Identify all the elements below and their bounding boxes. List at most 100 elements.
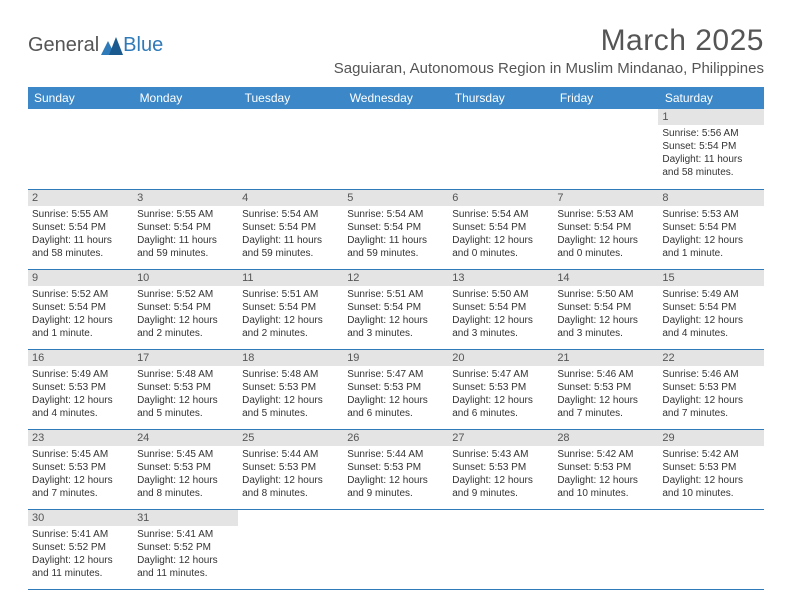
calendar-row: ......1Sunrise: 5:56 AMSunset: 5:54 PMDa… <box>28 109 764 189</box>
calendar-cell: . <box>553 509 658 589</box>
sunset-text: Sunset: 5:54 PM <box>557 221 654 234</box>
calendar-cell: 30Sunrise: 5:41 AMSunset: 5:52 PMDayligh… <box>28 509 133 589</box>
calendar-cell: . <box>133 109 238 189</box>
daylight-text: and 0 minutes. <box>452 247 549 260</box>
day-number: 10 <box>133 270 238 286</box>
month-title: March 2025 <box>334 24 764 58</box>
day-details: Sunrise: 5:54 AMSunset: 5:54 PMDaylight:… <box>448 206 553 264</box>
day-details: Sunrise: 5:46 AMSunset: 5:53 PMDaylight:… <box>553 366 658 424</box>
calendar-cell: 24Sunrise: 5:45 AMSunset: 5:53 PMDayligh… <box>133 429 238 509</box>
daylight-text: Daylight: 12 hours <box>557 314 654 327</box>
sunrise-text: Sunrise: 5:50 AM <box>557 288 654 301</box>
sunrise-text: Sunrise: 5:44 AM <box>347 448 444 461</box>
daylight-text: Daylight: 12 hours <box>452 394 549 407</box>
sunset-text: Sunset: 5:53 PM <box>557 461 654 474</box>
calendar-cell: 19Sunrise: 5:47 AMSunset: 5:53 PMDayligh… <box>343 349 448 429</box>
calendar-cell: 14Sunrise: 5:50 AMSunset: 5:54 PMDayligh… <box>553 269 658 349</box>
sunset-text: Sunset: 5:53 PM <box>662 461 759 474</box>
day-number: 8 <box>658 190 763 206</box>
day-details: Sunrise: 5:56 AMSunset: 5:54 PMDaylight:… <box>658 125 763 183</box>
calendar-cell: 16Sunrise: 5:49 AMSunset: 5:53 PMDayligh… <box>28 349 133 429</box>
sunrise-text: Sunrise: 5:47 AM <box>347 368 444 381</box>
day-details: Sunrise: 5:51 AMSunset: 5:54 PMDaylight:… <box>238 286 343 344</box>
weekday-header: Sunday <box>28 87 133 109</box>
daylight-text: and 59 minutes. <box>347 247 444 260</box>
sunset-text: Sunset: 5:54 PM <box>452 301 549 314</box>
day-number: 28 <box>553 430 658 446</box>
day-details: Sunrise: 5:44 AMSunset: 5:53 PMDaylight:… <box>238 446 343 504</box>
weekday-header: Wednesday <box>343 87 448 109</box>
calendar-cell: . <box>448 509 553 589</box>
sunset-text: Sunset: 5:54 PM <box>662 221 759 234</box>
daylight-text: and 11 minutes. <box>32 567 129 580</box>
daylight-text: Daylight: 12 hours <box>137 554 234 567</box>
day-number: 25 <box>238 430 343 446</box>
daylight-text: Daylight: 12 hours <box>242 314 339 327</box>
calendar-cell: 2Sunrise: 5:55 AMSunset: 5:54 PMDaylight… <box>28 189 133 269</box>
daylight-text: and 58 minutes. <box>662 166 759 179</box>
daylight-text: Daylight: 12 hours <box>662 234 759 247</box>
sunrise-text: Sunrise: 5:46 AM <box>557 368 654 381</box>
calendar-row: 2Sunrise: 5:55 AMSunset: 5:54 PMDaylight… <box>28 189 764 269</box>
sunrise-text: Sunrise: 5:41 AM <box>32 528 129 541</box>
logo-text-general: General <box>28 34 99 57</box>
daylight-text: Daylight: 11 hours <box>347 234 444 247</box>
daylight-text: Daylight: 12 hours <box>32 474 129 487</box>
sunset-text: Sunset: 5:54 PM <box>242 221 339 234</box>
day-details: Sunrise: 5:43 AMSunset: 5:53 PMDaylight:… <box>448 446 553 504</box>
day-number: 18 <box>238 350 343 366</box>
daylight-text: and 58 minutes. <box>32 247 129 260</box>
weekday-header: Saturday <box>658 87 763 109</box>
calendar-cell: 9Sunrise: 5:52 AMSunset: 5:54 PMDaylight… <box>28 269 133 349</box>
day-number: 4 <box>238 190 343 206</box>
calendar-cell: . <box>658 509 763 589</box>
sunset-text: Sunset: 5:53 PM <box>32 381 129 394</box>
day-details: Sunrise: 5:54 AMSunset: 5:54 PMDaylight:… <box>343 206 448 264</box>
sunset-text: Sunset: 5:53 PM <box>347 381 444 394</box>
calendar-cell: . <box>28 109 133 189</box>
daylight-text: and 8 minutes. <box>137 487 234 500</box>
daylight-text: Daylight: 12 hours <box>452 234 549 247</box>
calendar-cell: 15Sunrise: 5:49 AMSunset: 5:54 PMDayligh… <box>658 269 763 349</box>
sunrise-text: Sunrise: 5:45 AM <box>137 448 234 461</box>
day-details: Sunrise: 5:55 AMSunset: 5:54 PMDaylight:… <box>133 206 238 264</box>
day-number: 21 <box>553 350 658 366</box>
daylight-text: Daylight: 12 hours <box>137 314 234 327</box>
day-details: Sunrise: 5:45 AMSunset: 5:53 PMDaylight:… <box>133 446 238 504</box>
daylight-text: and 4 minutes. <box>662 327 759 340</box>
day-details: Sunrise: 5:54 AMSunset: 5:54 PMDaylight:… <box>238 206 343 264</box>
sunset-text: Sunset: 5:54 PM <box>662 301 759 314</box>
day-number: 27 <box>448 430 553 446</box>
day-details: Sunrise: 5:48 AMSunset: 5:53 PMDaylight:… <box>238 366 343 424</box>
daylight-text: Daylight: 12 hours <box>347 314 444 327</box>
sunrise-text: Sunrise: 5:53 AM <box>662 208 759 221</box>
weekday-header: Tuesday <box>238 87 343 109</box>
daylight-text: and 2 minutes. <box>137 327 234 340</box>
daylight-text: and 5 minutes. <box>242 407 339 420</box>
day-number: 16 <box>28 350 133 366</box>
day-details: Sunrise: 5:41 AMSunset: 5:52 PMDaylight:… <box>28 526 133 584</box>
sunset-text: Sunset: 5:54 PM <box>32 221 129 234</box>
calendar-cell: . <box>238 509 343 589</box>
day-number: 17 <box>133 350 238 366</box>
daylight-text: and 11 minutes. <box>137 567 234 580</box>
sunrise-text: Sunrise: 5:51 AM <box>347 288 444 301</box>
day-details: Sunrise: 5:42 AMSunset: 5:53 PMDaylight:… <box>553 446 658 504</box>
calendar-cell: 4Sunrise: 5:54 AMSunset: 5:54 PMDaylight… <box>238 189 343 269</box>
sunrise-text: Sunrise: 5:51 AM <box>242 288 339 301</box>
sunset-text: Sunset: 5:53 PM <box>137 461 234 474</box>
sunrise-text: Sunrise: 5:56 AM <box>662 127 759 140</box>
sunrise-text: Sunrise: 5:42 AM <box>557 448 654 461</box>
logo-mark-icon <box>101 37 123 55</box>
calendar-cell: 3Sunrise: 5:55 AMSunset: 5:54 PMDaylight… <box>133 189 238 269</box>
calendar-cell: 29Sunrise: 5:42 AMSunset: 5:53 PMDayligh… <box>658 429 763 509</box>
daylight-text: Daylight: 12 hours <box>347 394 444 407</box>
sunset-text: Sunset: 5:53 PM <box>452 461 549 474</box>
day-details: Sunrise: 5:55 AMSunset: 5:54 PMDaylight:… <box>28 206 133 264</box>
calendar-cell: 1Sunrise: 5:56 AMSunset: 5:54 PMDaylight… <box>658 109 763 189</box>
weekday-header: Monday <box>133 87 238 109</box>
sunrise-text: Sunrise: 5:45 AM <box>32 448 129 461</box>
day-details: Sunrise: 5:53 AMSunset: 5:54 PMDaylight:… <box>553 206 658 264</box>
day-details: Sunrise: 5:44 AMSunset: 5:53 PMDaylight:… <box>343 446 448 504</box>
sunrise-text: Sunrise: 5:41 AM <box>137 528 234 541</box>
